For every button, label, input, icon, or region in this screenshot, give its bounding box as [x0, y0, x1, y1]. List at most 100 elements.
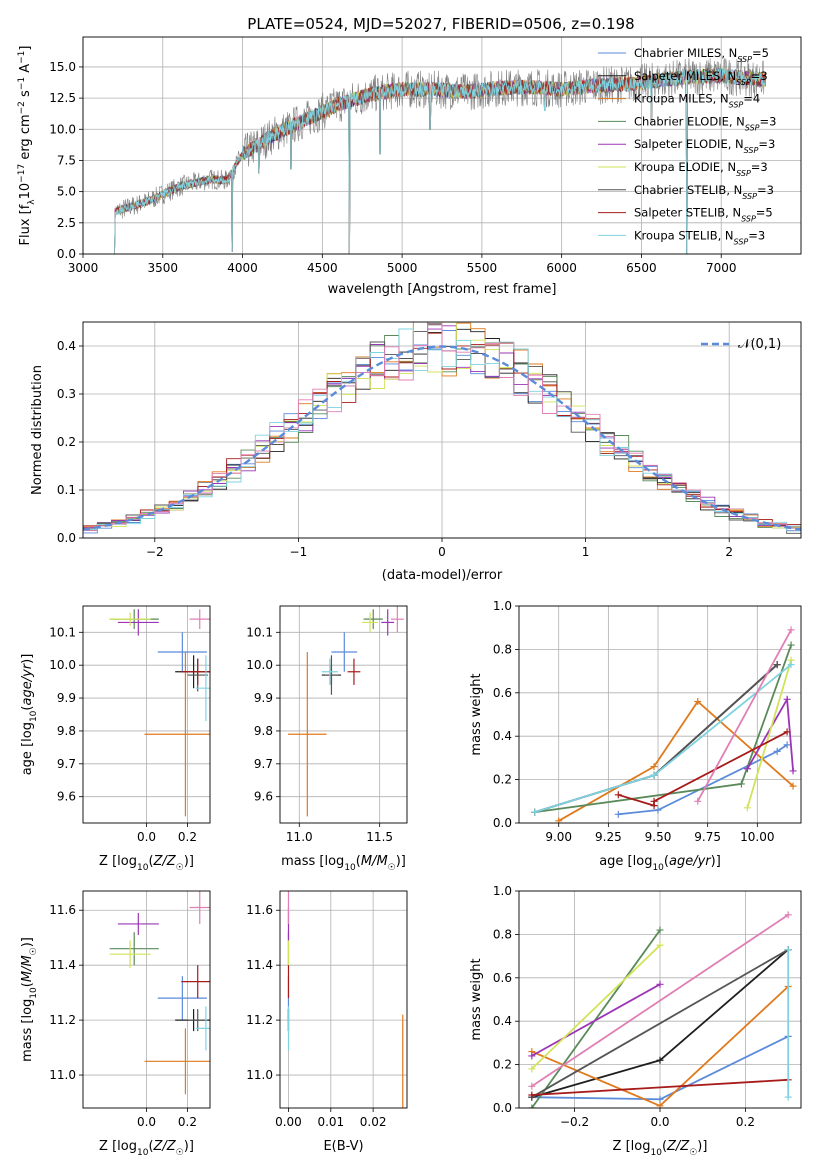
- errorbar-point-chabrier_miles: [331, 632, 358, 672]
- y-tick-label: 11.4: [246, 958, 273, 972]
- errorbar-point-salpeter_stelib: [347, 658, 361, 685]
- weight-line-chabrier_stelib: [534, 663, 778, 813]
- weight-line-salpeter_elodie: [696, 629, 792, 802]
- errorbar-point-kroupa_elodie: [109, 612, 151, 626]
- errorbar-point-kroupa_miles: [144, 1028, 210, 1095]
- mass_vs_ebv-plot: [287, 891, 404, 1108]
- x-tick-label: 10.00: [740, 830, 774, 844]
- legend-label-salpeter_elodie: Salpeter ELODIE, NSSP=3: [634, 137, 775, 155]
- label-part: λ: [27, 199, 37, 205]
- weight-line-salpeter_elodie: [531, 983, 661, 1057]
- axes-frame: [279, 890, 408, 1109]
- x-tick-label: 0.01: [317, 1115, 344, 1129]
- legend-label-chabrier_miles: Chabrier MILES, NSSP=5: [634, 46, 769, 64]
- model-spectrum-salpeter_stelib: [114, 68, 766, 254]
- weight-marker-chabrier_stelib: [773, 661, 781, 669]
- y-tick-label: 11.2: [49, 1013, 76, 1027]
- legend-sub: SSP: [729, 100, 744, 109]
- x-tick-label: 3500: [148, 261, 179, 275]
- x-tick-label: 9.00: [545, 830, 572, 844]
- massweight_vs_Z-plot: [528, 911, 792, 1108]
- legend-gauss-label: 𝒩(0,1): [738, 337, 781, 352]
- x-tick-label: 0.0: [137, 1115, 156, 1129]
- legend-text: =3: [751, 160, 768, 174]
- y-tick-label: 0.8: [493, 927, 512, 941]
- y-tick-label: 10.0: [49, 122, 76, 136]
- weight-line-salpeter_elodie: [531, 914, 789, 1088]
- legend-text: =3: [760, 114, 777, 128]
- spectrum-data: [114, 57, 766, 254]
- y-tick-label: 10.1: [49, 625, 76, 639]
- label-part: 10: [18, 183, 33, 200]
- weight-line-chabrier_elodie: [531, 929, 661, 1108]
- y-tick-label: 15.0: [49, 60, 76, 74]
- weight-marker-salpeter_stelib: [528, 1091, 536, 1099]
- label-part: log: [20, 722, 35, 742]
- weight-marker-chabrier_miles: [783, 741, 791, 749]
- y-tick-label: 7.5: [57, 153, 76, 167]
- errorbar-point-kroupa_elodie: [361, 612, 379, 633]
- weight-marker-kroupa_miles: [656, 1102, 664, 1108]
- legend-text: =4: [743, 92, 760, 106]
- massweight_vs_age-axes: 9.00 9.25 9.50 9.75 10.00 0.0 0.2 0.4 0.6 0.8 1.0 m…: [469, 599, 802, 873]
- x-tick-label: 5000: [387, 261, 418, 275]
- massweight_vs_age-plot: [531, 626, 797, 823]
- label-part: −1: [17, 51, 27, 64]
- legend-text: =3: [758, 137, 775, 151]
- x-tick-label: 7000: [706, 261, 737, 275]
- x-axis-label: wavelength [Angstrom, rest frame]: [328, 282, 557, 297]
- label-part: ☉: [176, 1148, 184, 1158]
- massweight_vs_Z-axes: −0.2 0.0 0.2 0.0 0.2 0.4 0.6 0.8 1.0 mass weight Z…: [469, 884, 802, 1158]
- errorbar-point-kroupa_miles: [144, 652, 210, 817]
- label-part: ]: [18, 46, 33, 51]
- y-tick-label: 10.0: [246, 658, 273, 672]
- legend-label-salpeter_miles: Salpeter MILES, NSSP=3: [634, 69, 768, 87]
- mass_vs_ebv-axes: 0.00 0.01 0.02 11.0 11.2 11.4 11.6 E(B-V): [246, 890, 408, 1154]
- weight-marker-kroupa_stelib: [787, 661, 795, 669]
- errorbar-point-kroupa_stelib: [195, 655, 210, 722]
- weight-marker-salpeter_elodie: [528, 1052, 536, 1060]
- errorbar-point-salpeter_stelib: [181, 658, 210, 685]
- weight-marker-kroupa_elodie: [743, 804, 751, 812]
- legend-text: =5: [756, 206, 773, 220]
- errorbar-point-salpeter_elodie: [189, 891, 210, 924]
- weight-marker-chabrier_elodie: [737, 780, 745, 788]
- weight-line-salpeter_elodie: [746, 696, 794, 771]
- y-tick-label: 5.0: [57, 185, 76, 199]
- label-part: (: [20, 706, 35, 711]
- x-tick-label: 6500: [626, 261, 657, 275]
- y-tick-label: 9.7: [57, 757, 76, 771]
- x-tick-label: 0.02: [360, 1115, 387, 1129]
- label-part: 10: [344, 863, 356, 873]
- legend-sub: SSP: [745, 123, 760, 132]
- mass_vs_Z-plot: [109, 891, 210, 1095]
- label-part: (: [20, 982, 35, 987]
- legend-text: =3: [757, 183, 774, 197]
- legend-sub: SSP: [744, 146, 759, 155]
- x-axis-label: mass [log10(M/M☉)]: [281, 854, 406, 873]
- weight-marker-salpeter_stelib: [614, 791, 622, 799]
- errorbar-point-salpeter_elodie: [189, 609, 210, 630]
- label-part: (: [148, 1139, 153, 1154]
- label-part: Z/Z: [153, 1139, 177, 1154]
- label-part: log: [117, 854, 137, 869]
- legend-text: Salpeter ELODIE, N: [634, 137, 744, 151]
- y-tick-label: 9.9: [254, 691, 273, 705]
- label-part: −1: [17, 77, 27, 90]
- weight-marker-salpeter_stelib: [650, 797, 658, 805]
- label-part: Z [: [613, 1139, 631, 1154]
- label-part: s: [18, 90, 33, 101]
- label-part: age [: [599, 854, 632, 869]
- x-tick-label: 2: [725, 545, 733, 559]
- spectrum-plot: [114, 57, 766, 254]
- weight-marker-salpeter_elodie: [789, 767, 797, 775]
- weight-marker-chabrier_miles: [656, 1095, 664, 1103]
- label-part: )]: [20, 937, 35, 947]
- y-tick-label: 9.7: [254, 757, 273, 771]
- y-tick-label: 0.4: [493, 729, 512, 743]
- x-axis-label: E(B-V): [323, 1139, 363, 1154]
- residual-plot: [83, 322, 801, 534]
- y-tick-label: 11.6: [246, 903, 273, 917]
- label-part: −17: [17, 164, 27, 183]
- y-axis-label: mass [log10(M/M☉)]: [20, 937, 39, 1062]
